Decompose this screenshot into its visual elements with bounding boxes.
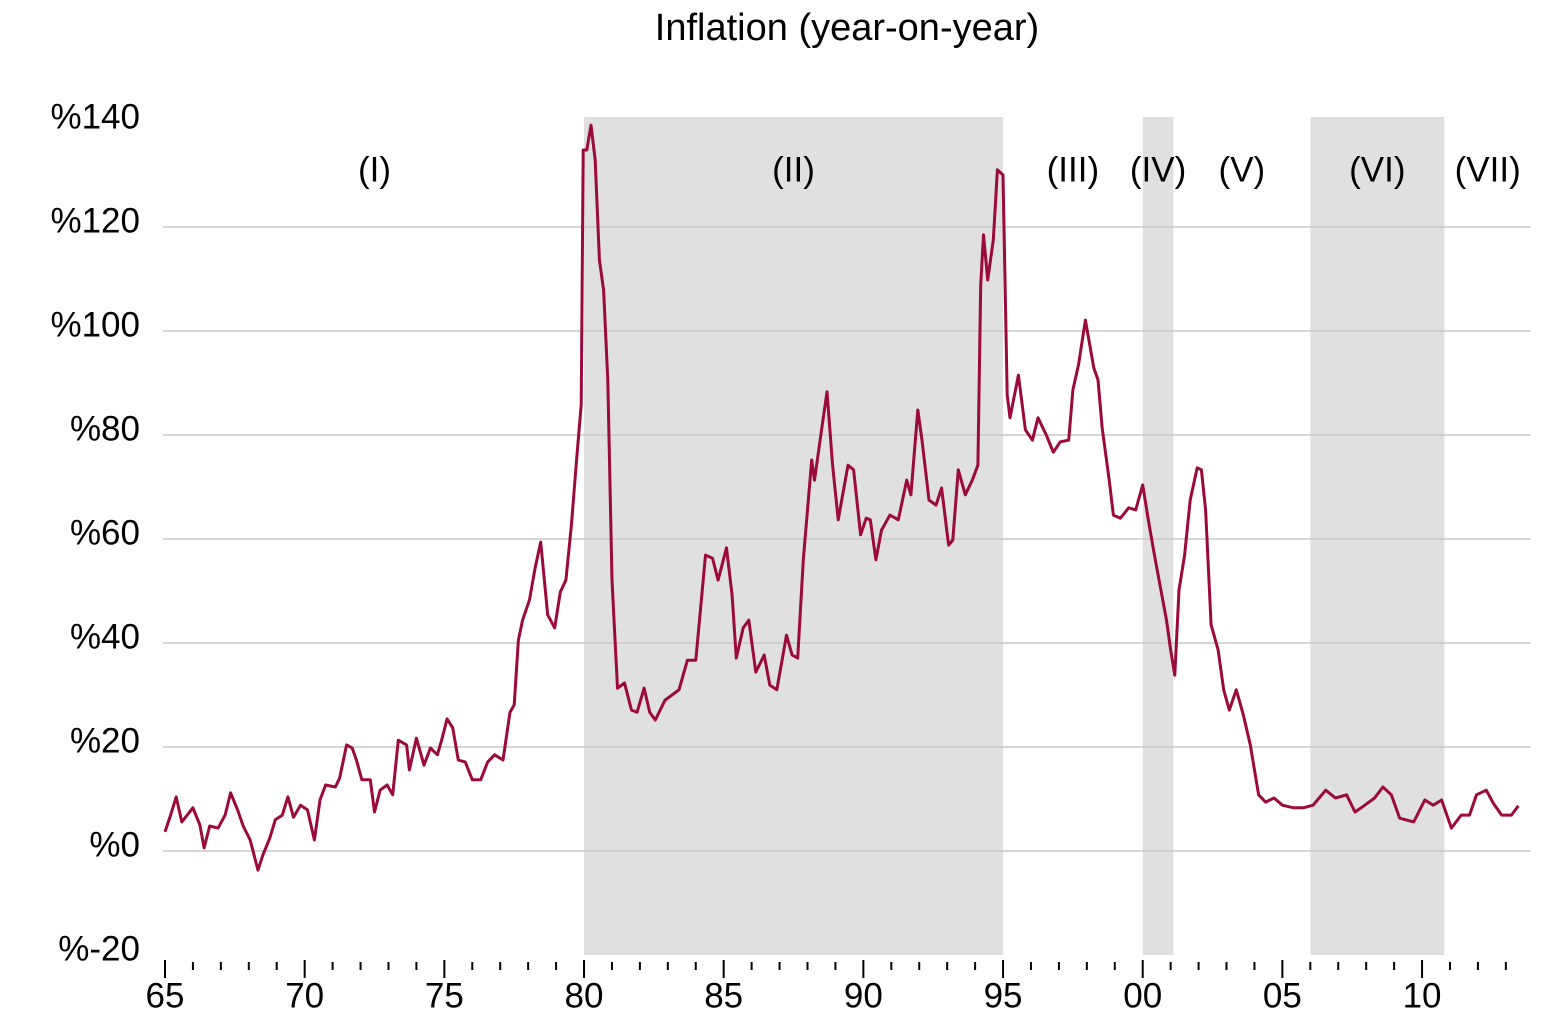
period-label: (VI) [1349, 150, 1405, 189]
period-shade [584, 117, 1004, 955]
y-tick-label: %100 [50, 305, 140, 344]
period-label: (I) [358, 150, 391, 189]
y-tick-label: %120 [50, 201, 140, 240]
x-tick-label: 95 [984, 976, 1023, 1015]
period-label: (IV) [1130, 150, 1186, 189]
x-tick-label: 85 [704, 976, 743, 1015]
y-tick-label: %60 [70, 513, 140, 552]
period-label: (III) [1047, 150, 1099, 189]
period-label: (II) [772, 150, 815, 189]
y-tick-label: %140 [50, 97, 140, 136]
marks [163, 123, 1520, 872]
x-tick-label: 65 [146, 976, 185, 1015]
x-tick-label: 90 [844, 976, 883, 1015]
chart-title: Inflation (year-on-year) [655, 7, 1039, 49]
period-label: (VII) [1455, 150, 1521, 189]
x-tick-label: 80 [565, 976, 604, 1015]
y-tick-label: %20 [70, 721, 140, 760]
period-shade [1142, 117, 1174, 955]
y-tick-label: %80 [70, 409, 140, 448]
y-tick-label: %0 [89, 825, 140, 864]
x-tick-label: 05 [1263, 976, 1302, 1015]
x-tick-label: 10 [1403, 976, 1442, 1015]
shades [584, 117, 1445, 955]
period-label: (V) [1219, 150, 1266, 189]
x-tick-label: 70 [285, 976, 324, 1015]
period-shade [1310, 117, 1445, 955]
series-line [163, 123, 1520, 872]
grid [163, 226, 1531, 852]
y-tick-label: %40 [70, 617, 140, 656]
x-tick-label: 00 [1123, 976, 1162, 1015]
x-tick-label: 75 [425, 976, 464, 1015]
y-tick-label: %-20 [58, 929, 140, 968]
